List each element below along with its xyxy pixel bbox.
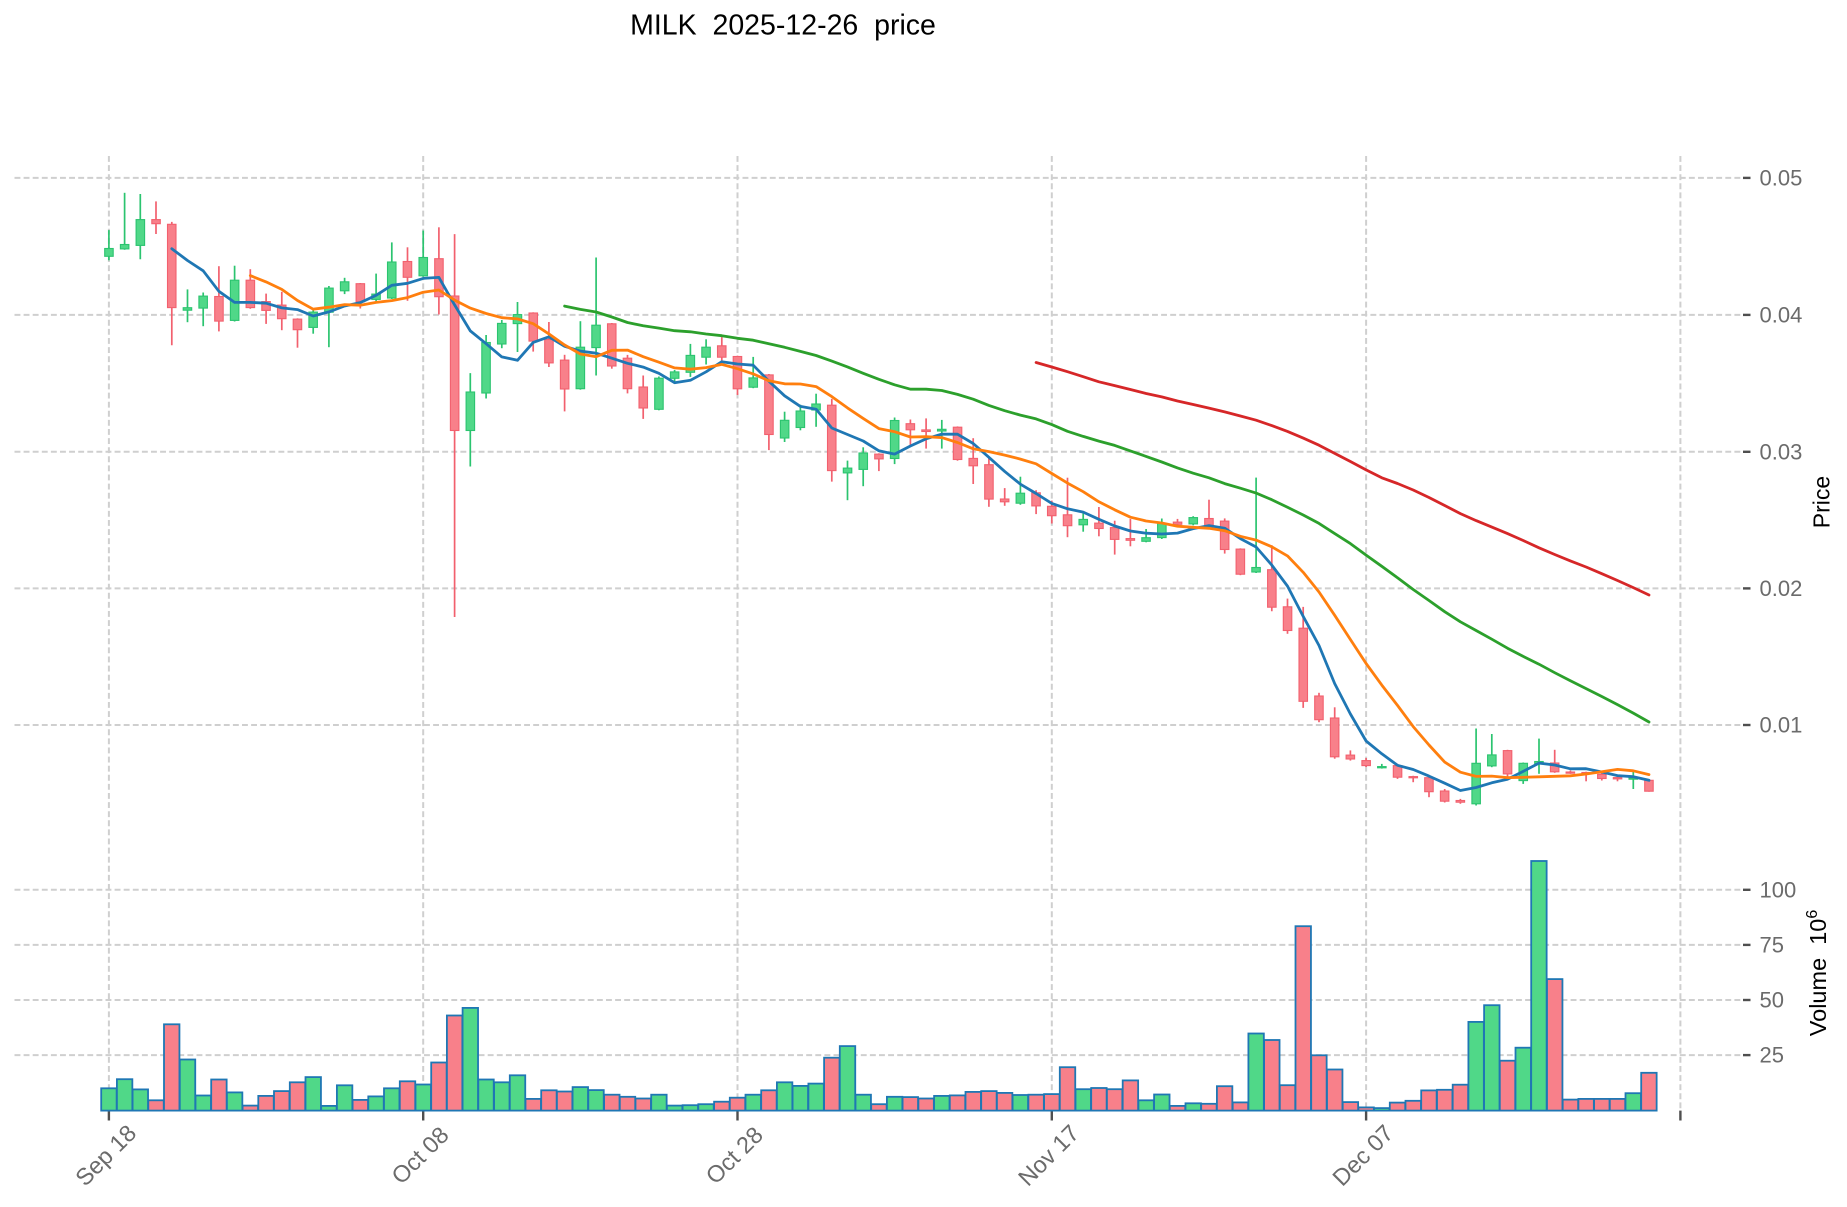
svg-text:0.01: 0.01 [1760, 713, 1803, 738]
svg-text:0.02: 0.02 [1760, 576, 1803, 601]
svg-text:0.03: 0.03 [1760, 439, 1803, 464]
svg-text:MILK 2025-12-26 price: MILK 2025-12-26 price [630, 10, 936, 42]
svg-text:25: 25 [1760, 1043, 1784, 1068]
svg-text:50: 50 [1760, 988, 1784, 1013]
svg-text:0.04: 0.04 [1760, 302, 1803, 327]
svg-text:0.05: 0.05 [1760, 165, 1803, 190]
svg-text:Volume 106: Volume 106 [1804, 910, 1831, 1037]
svg-text:100: 100 [1760, 877, 1797, 902]
svg-text:Price: Price [1809, 476, 1835, 528]
svg-text:75: 75 [1760, 932, 1784, 957]
